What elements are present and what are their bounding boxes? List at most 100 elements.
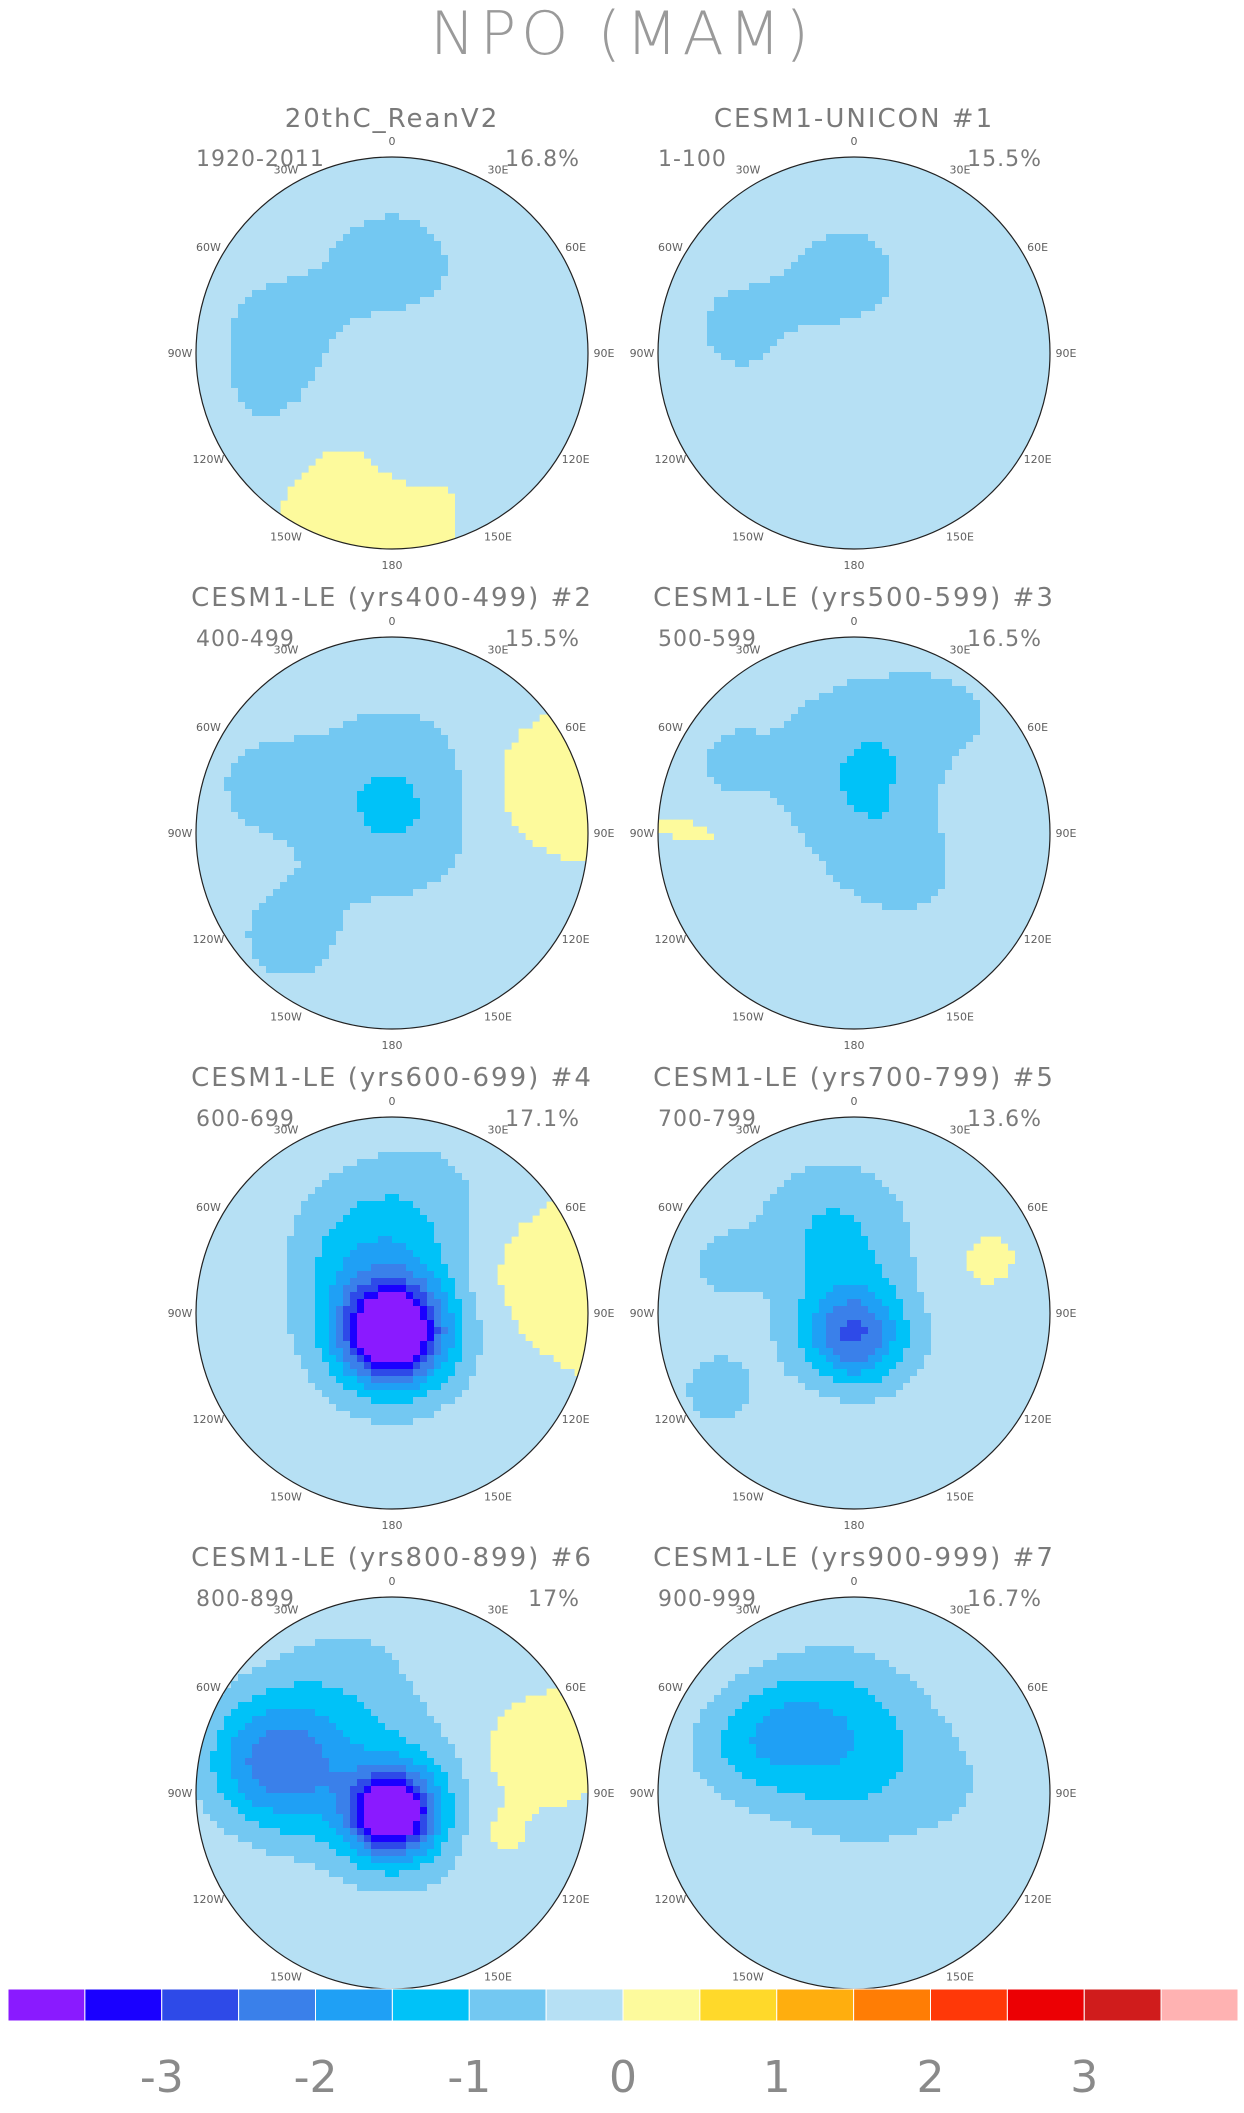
longitude-label: 180 <box>382 1039 403 1052</box>
longitude-label: 90E <box>594 347 615 360</box>
longitude-label: 60W <box>658 721 683 734</box>
longitude-label: 90W <box>168 827 193 840</box>
longitude-label: 30E <box>488 643 509 656</box>
colorbar-swatch <box>1160 1988 1239 2022</box>
longitude-label: 0 <box>851 615 858 628</box>
longitude-label: 150W <box>270 1011 302 1024</box>
longitude-label: 30E <box>950 163 971 176</box>
longitude-label: 150W <box>270 531 302 544</box>
panel-variance: 17.1% <box>505 1107 580 1132</box>
map-boundary <box>195 1116 589 1510</box>
panel-title: CESM1-LE (yrs600-699) #4 <box>191 1063 593 1093</box>
longitude-label: 120W <box>654 1413 686 1426</box>
colorbar-swatch <box>468 1988 547 2022</box>
longitude-label: 120W <box>192 453 224 466</box>
map-boundary <box>657 1116 1051 1510</box>
panel-title: CESM1-LE (yrs500-599) #3 <box>653 583 1055 613</box>
longitude-label: 60E <box>565 241 586 254</box>
colorbar-label: -1 <box>447 2052 491 2103</box>
colorbar: -3 -2 -1 0 1 2 3 <box>7 1988 1239 2103</box>
panel-variance: 13.6% <box>967 1107 1042 1132</box>
map-panel: CESM1-LE (yrs800-899) #6800-89917%180150… <box>168 1543 615 2012</box>
panel-variance: 16.5% <box>967 627 1042 652</box>
longitude-label: 0 <box>389 1575 396 1588</box>
panel-title: 20thC_ReanV2 <box>285 104 500 134</box>
longitude-label: 30E <box>488 163 509 176</box>
longitude-label: 90E <box>594 827 615 840</box>
longitude-label: 120W <box>654 1893 686 1906</box>
panel-period: 700-799 <box>658 1107 757 1132</box>
longitude-label: 60E <box>565 1201 586 1214</box>
polar-map: 180 150E 120E 90E 60E 30E 0 30W 60W 90W 120W 150W <box>630 135 1077 572</box>
colorbar-swatch <box>699 1988 778 2022</box>
longitude-label: 60E <box>565 721 586 734</box>
longitude-label: 90W <box>630 1307 655 1320</box>
longitude-label: 120W <box>192 1413 224 1426</box>
longitude-label: 30W <box>736 1603 761 1616</box>
colorbar-label: 1 <box>763 2052 791 2103</box>
longitude-label: 0 <box>851 1575 858 1588</box>
longitude-label: 150W <box>732 1971 764 1984</box>
longitude-label: 90E <box>1056 347 1077 360</box>
polar-map: 180 150E 120E 90E 60E 30E 0 30W 60W 90W 120W 150W <box>168 1095 615 1532</box>
panel-title: CESM1-LE (yrs700-799) #5 <box>653 1063 1055 1093</box>
longitude-label: 120E <box>1024 453 1052 466</box>
longitude-label: 120E <box>1024 1413 1052 1426</box>
longitude-label: 60E <box>1027 721 1048 734</box>
longitude-label: 180 <box>844 1519 865 1532</box>
longitude-label: 180 <box>844 559 865 572</box>
longitude-label: 90E <box>1056 1307 1077 1320</box>
panel-period: 400-499 <box>196 627 295 652</box>
map-panel: CESM1-LE (yrs400-499) #2 400-499 15.5% 180 1… <box>168 583 615 1052</box>
map-panel: CESM1-LE (yrs900-999) #7900-99916.7%1801… <box>630 1543 1077 2012</box>
longitude-label: 60E <box>1027 241 1048 254</box>
map-boundary <box>195 156 589 550</box>
panel-title: CESM1-LE (yrs900-999) #7 <box>653 1543 1055 1573</box>
longitude-label: 120W <box>192 1893 224 1906</box>
longitude-label: 120E <box>1024 933 1052 946</box>
colorbar-label: 2 <box>917 2052 945 2103</box>
map-panel: 20thC_ReanV2 1920-2011 16.8% 180 150E 120E 90E… <box>168 104 615 572</box>
longitude-label: 60W <box>196 1201 221 1214</box>
longitude-label: 150W <box>732 1491 764 1504</box>
longitude-label: 90W <box>168 1787 193 1800</box>
colorbar-swatch <box>7 1988 86 2022</box>
colorbar-swatch <box>1006 1988 1085 2022</box>
longitude-label: 30E <box>950 643 971 656</box>
longitude-label: 120E <box>1024 1893 1052 1906</box>
longitude-label: 60W <box>658 241 683 254</box>
panel-variance: 15.5% <box>505 627 580 652</box>
longitude-label: 180 <box>382 1519 403 1532</box>
longitude-label: 90E <box>1056 827 1077 840</box>
colorbar-swatch <box>238 1988 316 2022</box>
longitude-label: 120W <box>654 933 686 946</box>
polar-map: 180 150E 120E 90E 60E 30E 0 30W 60W 90W 120W 150W <box>168 135 615 572</box>
longitude-label: 90E <box>594 1307 615 1320</box>
longitude-label: 90E <box>1056 1787 1077 1800</box>
colorbar-label: 0 <box>609 2052 637 2103</box>
map-boundary <box>657 636 1051 1030</box>
longitude-label: 0 <box>851 135 858 148</box>
longitude-label: 90W <box>630 827 655 840</box>
longitude-label: 150E <box>946 531 974 544</box>
longitude-label: 30W <box>274 163 299 176</box>
colorbar-label: 3 <box>1070 2052 1098 2103</box>
longitude-label: 30E <box>488 1123 509 1136</box>
colorbar-swatch <box>930 1988 1008 2022</box>
longitude-label: 60W <box>196 721 221 734</box>
panel-title: CESM1-LE (yrs400-499) #2 <box>191 583 593 613</box>
longitude-label: 150E <box>946 1011 974 1024</box>
longitude-label: 180 <box>382 559 403 572</box>
longitude-label: 150E <box>946 1491 974 1504</box>
panel-variance: 16.7% <box>967 1587 1042 1612</box>
longitude-label: 150E <box>484 1491 512 1504</box>
panel-variance: 17% <box>528 1587 580 1612</box>
longitude-label: 30E <box>950 1123 971 1136</box>
panel-period: 1920-2011 <box>196 147 325 172</box>
panel-title: CESM1-UNICON #1 <box>714 104 994 134</box>
colorbar-swatch <box>776 1988 855 2022</box>
colorbar-swatch <box>84 1988 163 2022</box>
